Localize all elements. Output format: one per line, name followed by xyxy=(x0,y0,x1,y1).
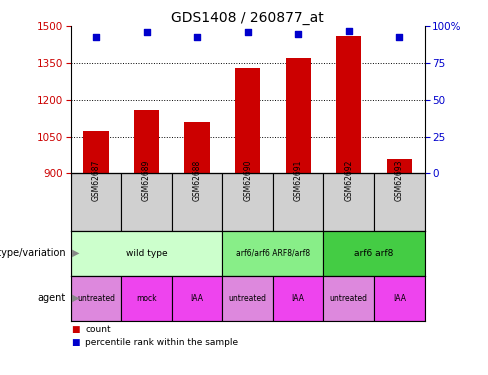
Bar xyxy=(273,276,324,321)
Point xyxy=(193,33,201,39)
Point xyxy=(345,28,353,34)
Title: GDS1408 / 260877_at: GDS1408 / 260877_at xyxy=(171,11,324,25)
Text: IAA: IAA xyxy=(292,294,305,303)
Bar xyxy=(374,276,425,321)
Bar xyxy=(223,173,273,231)
Text: IAA: IAA xyxy=(191,294,203,303)
Text: percentile rank within the sample: percentile rank within the sample xyxy=(85,338,239,347)
Bar xyxy=(71,231,223,276)
Bar xyxy=(71,276,122,321)
Bar xyxy=(285,58,311,173)
Bar xyxy=(184,122,210,173)
Text: mock: mock xyxy=(136,294,157,303)
Bar xyxy=(235,68,260,173)
Text: untreated: untreated xyxy=(77,294,115,303)
Bar xyxy=(172,276,223,321)
Point xyxy=(92,33,100,39)
Bar xyxy=(374,173,425,231)
Bar xyxy=(134,110,159,173)
Text: untreated: untreated xyxy=(330,294,368,303)
Bar xyxy=(223,276,273,321)
Bar xyxy=(324,276,374,321)
Text: GSM62693: GSM62693 xyxy=(395,159,404,201)
Text: ▶: ▶ xyxy=(72,293,80,303)
Point xyxy=(294,31,302,37)
Bar xyxy=(122,173,172,231)
Text: arf6/arf6 ARF8/arf8: arf6/arf6 ARF8/arf8 xyxy=(236,249,310,258)
Bar xyxy=(324,173,374,231)
Text: IAA: IAA xyxy=(393,294,406,303)
Text: count: count xyxy=(85,325,111,334)
Point xyxy=(142,29,150,35)
Text: ■: ■ xyxy=(71,338,79,347)
Bar xyxy=(172,173,223,231)
Text: arf6 arf8: arf6 arf8 xyxy=(354,249,394,258)
Text: ■: ■ xyxy=(71,325,79,334)
Text: GSM62690: GSM62690 xyxy=(243,159,252,201)
Text: genotype/variation: genotype/variation xyxy=(0,248,66,258)
Text: untreated: untreated xyxy=(229,294,266,303)
Text: GSM62687: GSM62687 xyxy=(92,159,101,201)
Bar xyxy=(122,276,172,321)
Point xyxy=(395,33,403,39)
Bar xyxy=(273,173,324,231)
Text: agent: agent xyxy=(38,293,66,303)
Bar xyxy=(83,130,109,173)
Text: GSM62692: GSM62692 xyxy=(344,159,353,201)
Bar xyxy=(223,231,324,276)
Text: GSM62688: GSM62688 xyxy=(193,160,202,201)
Point xyxy=(244,29,252,35)
Text: GSM62691: GSM62691 xyxy=(294,159,303,201)
Bar xyxy=(336,36,362,173)
Text: ▶: ▶ xyxy=(72,248,80,258)
Text: wild type: wild type xyxy=(126,249,167,258)
Bar xyxy=(324,231,425,276)
Bar xyxy=(71,173,122,231)
Text: GSM62689: GSM62689 xyxy=(142,159,151,201)
Bar xyxy=(386,159,412,173)
